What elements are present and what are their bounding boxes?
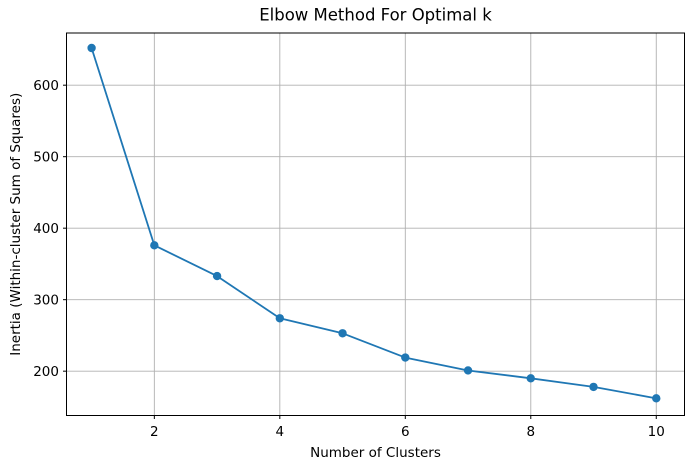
data-point-marker (589, 382, 598, 392)
y-tick-label: 300 (33, 292, 59, 308)
series-layer (87, 43, 661, 403)
data-point-marker (87, 43, 96, 53)
x-axis-label: Number of Clusters (310, 445, 441, 461)
x-tick-label: 8 (526, 424, 535, 440)
x-tick-label: 10 (648, 424, 665, 440)
data-point-marker (526, 374, 535, 383)
y-tick-label: 500 (33, 149, 59, 165)
y-tick-label: 200 (33, 364, 59, 380)
y-axis-label: Inertia (Within-cluster Sum of Squares) (8, 93, 24, 356)
data-point-marker (338, 329, 347, 338)
y-tick-label: 400 (33, 221, 59, 237)
series-line (90, 47, 657, 400)
plot-border (66, 32, 685, 416)
chart-title: Elbow Method For Optimal k (259, 6, 492, 25)
axes-layer: 2 4 6 8 10 200 300 400 500 600 (33, 32, 685, 440)
y-tick-label: 600 (33, 78, 59, 94)
data-point-marker (150, 241, 159, 250)
data-point-marker (275, 314, 285, 323)
data-point-marker (212, 271, 222, 281)
x-tick-label: 2 (150, 424, 159, 440)
data-point-marker (401, 353, 410, 362)
data-point-marker (463, 366, 473, 375)
x-tick-label: 6 (401, 424, 410, 440)
grid-layer (66, 33, 685, 416)
data-point-marker (652, 394, 661, 403)
x-tick-label: 4 (276, 424, 285, 440)
